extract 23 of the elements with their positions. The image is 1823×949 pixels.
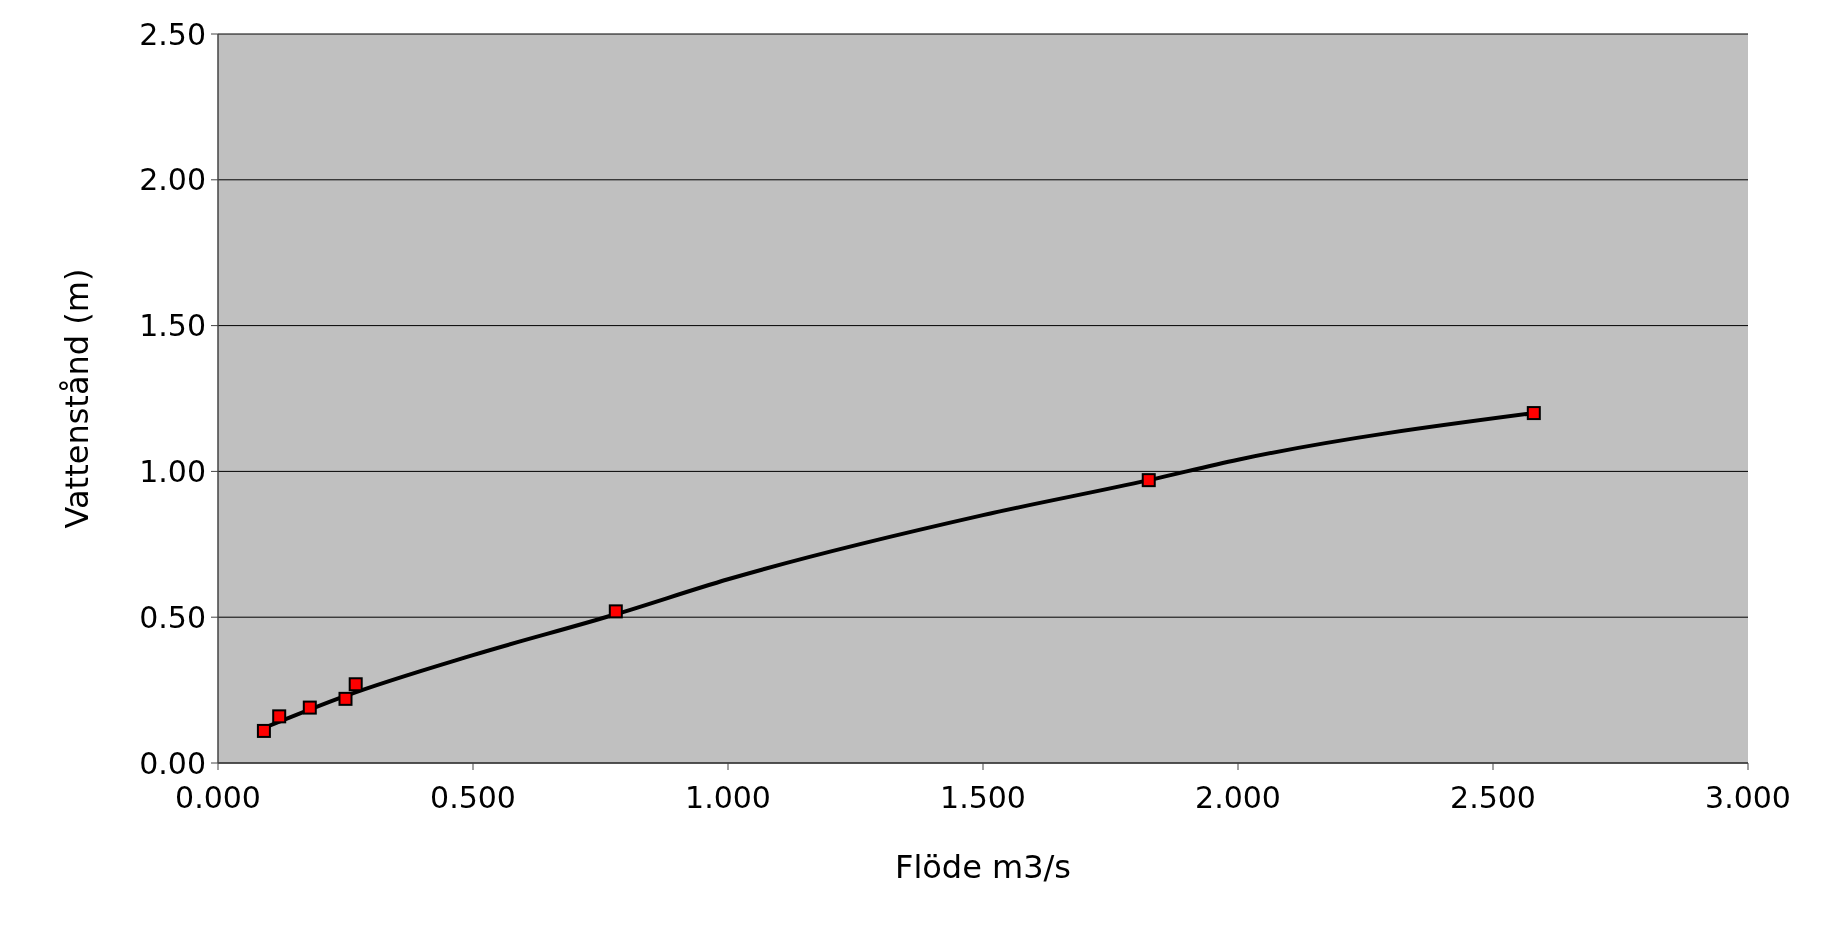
x-tick-label: 1.500: [940, 780, 1026, 815]
point: [348, 677, 363, 692]
point: [338, 691, 353, 706]
x-tick-label: 0.000: [175, 780, 261, 815]
y-tick-label: 0.50: [139, 599, 206, 635]
point: [608, 604, 623, 619]
x-tick-label: 1.000: [685, 780, 771, 815]
x-tick-label: 0.500: [430, 780, 516, 815]
y-tick-label: 2.00: [139, 162, 206, 198]
x-tick-label: 2.000: [1195, 780, 1281, 815]
x-axis-title: Flöde m3/s: [894, 848, 1072, 886]
y-tick-label: 0.00: [139, 745, 206, 781]
y-axis-title: Vattenstånd (m): [58, 268, 96, 529]
point: [1526, 406, 1541, 421]
x-tick-label: 2.500: [1450, 780, 1536, 815]
y-tick-label: 1.00: [139, 453, 206, 489]
point: [1141, 473, 1156, 488]
y-tick-label: 2.50: [139, 16, 206, 52]
y-tick-label: 1.50: [139, 308, 206, 344]
point: [256, 723, 271, 738]
point: [272, 709, 287, 724]
x-tick-label: 3.000: [1705, 780, 1791, 815]
point: [302, 700, 317, 715]
